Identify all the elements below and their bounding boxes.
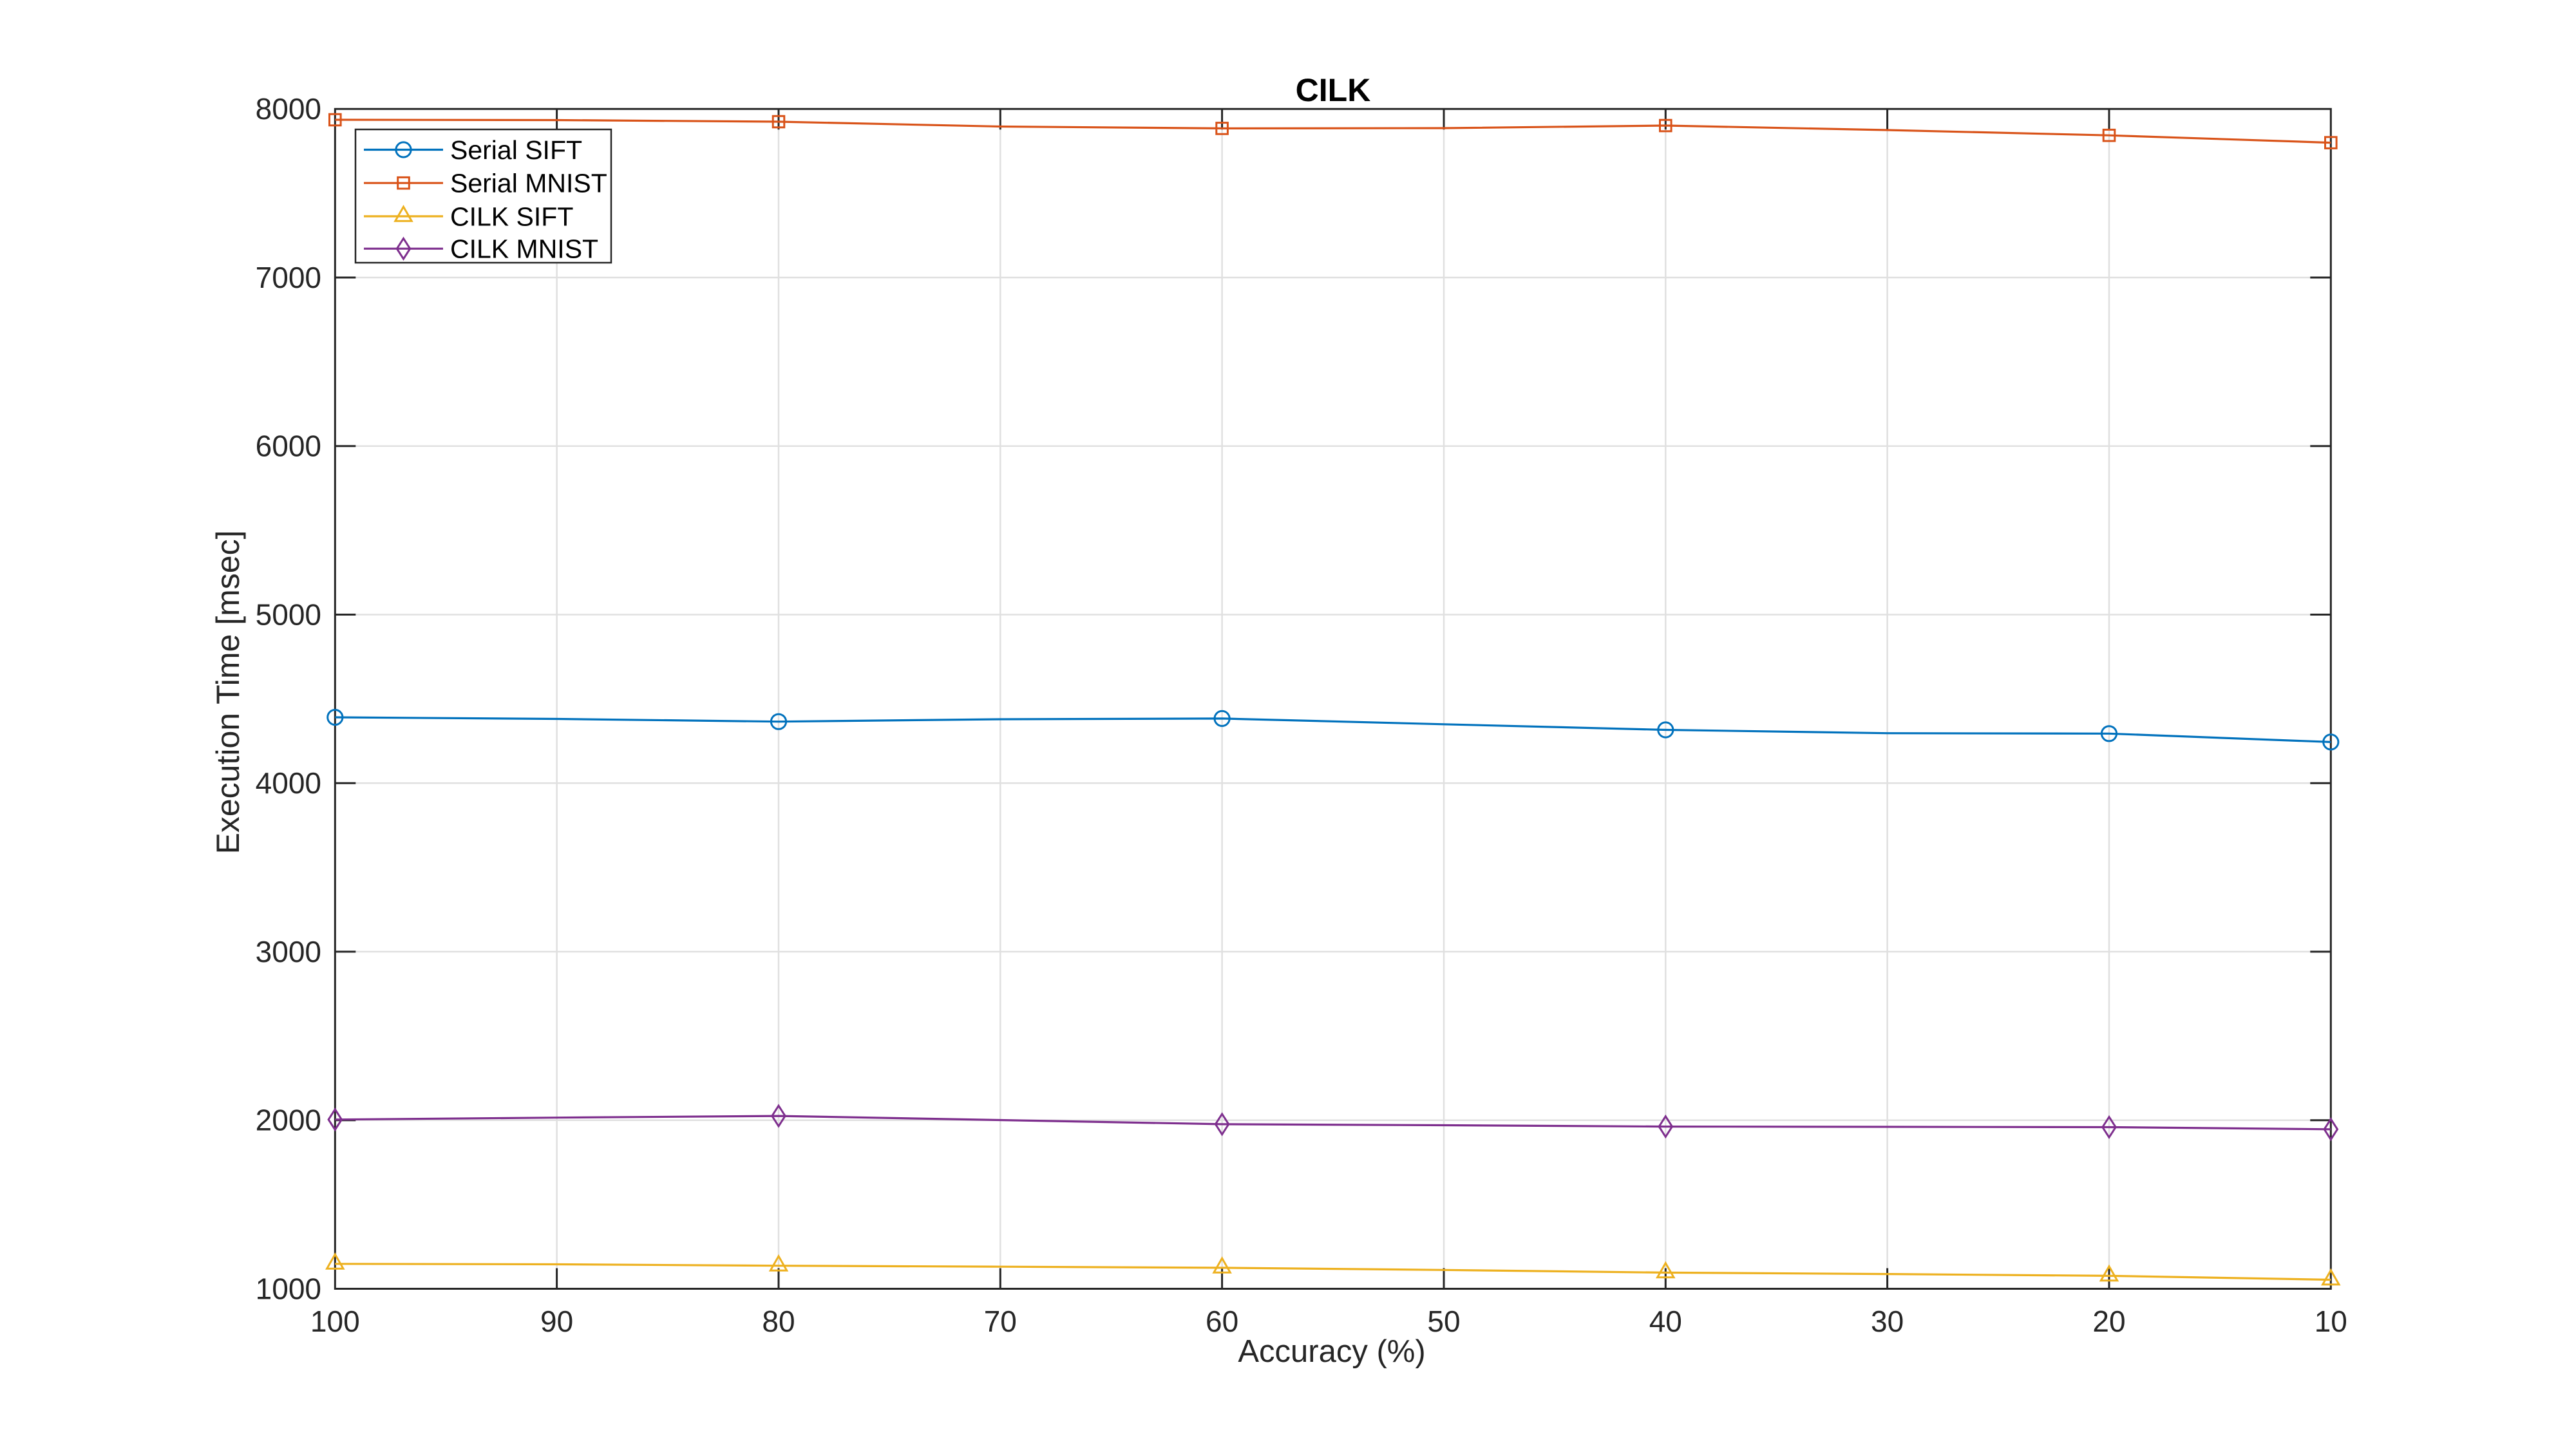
svg-text:10: 10 xyxy=(2315,1305,2347,1338)
svg-text:20: 20 xyxy=(2092,1305,2125,1338)
svg-text:7000: 7000 xyxy=(256,261,321,294)
svg-text:CILK MNIST: CILK MNIST xyxy=(450,234,598,264)
svg-text:Accuracy (%): Accuracy (%) xyxy=(1238,1334,1425,1369)
svg-text:8000: 8000 xyxy=(256,92,321,126)
svg-text:3000: 3000 xyxy=(256,935,321,968)
svg-text:70: 70 xyxy=(984,1305,1017,1338)
svg-text:60: 60 xyxy=(1206,1305,1238,1338)
svg-text:100: 100 xyxy=(310,1305,360,1338)
svg-text:80: 80 xyxy=(762,1305,795,1338)
svg-text:6000: 6000 xyxy=(256,429,321,463)
svg-text:Serial MNIST: Serial MNIST xyxy=(450,169,607,198)
svg-text:30: 30 xyxy=(1871,1305,1904,1338)
svg-text:1000: 1000 xyxy=(256,1272,321,1306)
svg-text:CILK SIFT: CILK SIFT xyxy=(450,202,573,231)
svg-text:Execution Time [msec]: Execution Time [msec] xyxy=(210,531,246,854)
svg-text:5000: 5000 xyxy=(256,598,321,632)
svg-text:CILK: CILK xyxy=(1296,72,1371,108)
svg-text:50: 50 xyxy=(1427,1305,1460,1338)
svg-text:4000: 4000 xyxy=(256,766,321,800)
svg-text:40: 40 xyxy=(1649,1305,1682,1338)
svg-text:90: 90 xyxy=(540,1305,573,1338)
svg-text:2000: 2000 xyxy=(256,1104,321,1137)
svg-text:Serial SIFT: Serial SIFT xyxy=(450,135,582,165)
